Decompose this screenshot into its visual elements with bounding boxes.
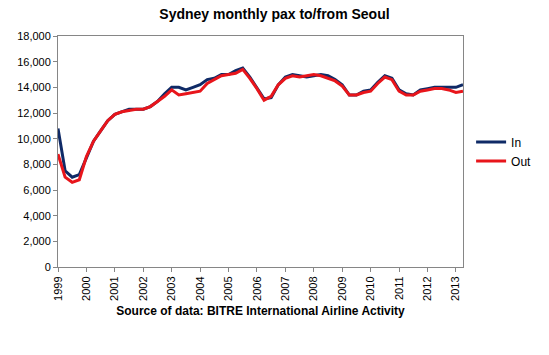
svg-text:2009: 2009 <box>336 276 348 300</box>
svg-text:12,000: 12,000 <box>17 107 51 119</box>
svg-text:14,000: 14,000 <box>17 81 51 93</box>
svg-text:2013: 2013 <box>449 276 461 300</box>
svg-text:18,000: 18,000 <box>17 30 51 42</box>
svg-text:2004: 2004 <box>194 276 206 300</box>
svg-text:2002: 2002 <box>137 276 149 300</box>
svg-text:2000: 2000 <box>80 276 92 300</box>
svg-text:Sydney monthly pax to/from Seo: Sydney monthly pax to/from Seoul <box>159 6 389 22</box>
svg-text:1999: 1999 <box>52 276 64 300</box>
svg-text:2008: 2008 <box>307 276 319 300</box>
svg-text:0: 0 <box>45 261 51 273</box>
svg-text:2006: 2006 <box>251 276 263 300</box>
svg-text:2003: 2003 <box>165 276 177 300</box>
svg-text:Source of data: BITRE Internat: Source of data: BITRE International Airl… <box>116 304 405 318</box>
svg-text:6,000: 6,000 <box>23 184 51 196</box>
svg-text:4,000: 4,000 <box>23 210 51 222</box>
svg-text:2,000: 2,000 <box>23 235 51 247</box>
svg-text:2001: 2001 <box>108 276 120 300</box>
svg-text:16,000: 16,000 <box>17 56 51 68</box>
svg-text:2005: 2005 <box>222 276 234 300</box>
svg-text:10,000: 10,000 <box>17 133 51 145</box>
svg-text:2007: 2007 <box>279 276 291 300</box>
svg-text:In: In <box>511 136 521 150</box>
svg-text:2011: 2011 <box>393 276 405 300</box>
svg-text:2010: 2010 <box>364 276 376 300</box>
svg-text:2012: 2012 <box>421 276 433 300</box>
svg-text:Out: Out <box>511 155 531 169</box>
svg-text:8,000: 8,000 <box>23 158 51 170</box>
